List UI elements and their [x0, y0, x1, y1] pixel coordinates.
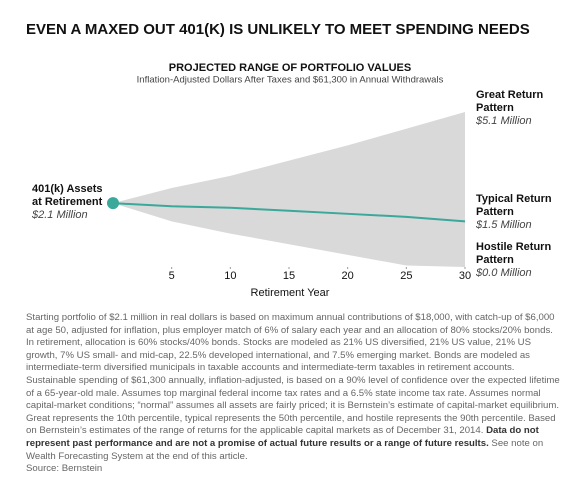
annotation-title: Hostile Return Pattern: [476, 241, 552, 266]
source: Source: Bernstein: [26, 463, 103, 475]
annotation-value: $0.0 Million: [476, 267, 532, 279]
annotation: Hostile Return Pattern $0.0 Million: [476, 241, 576, 280]
annotation-value: $1.5 Million: [476, 219, 532, 232]
annotation-value: $2.1 Million: [32, 209, 88, 221]
x-axis-label: Retirement Year: [251, 287, 330, 299]
start-dot: [107, 197, 119, 210]
footnote-bold: Data do not represent past performance a…: [26, 425, 539, 449]
x-tick-label: 20: [342, 270, 354, 282]
footnote-end: See note on Wealth Forecasting System at…: [26, 437, 544, 462]
subtitle: Inflation-Adjusted Dollars After Taxes a…: [137, 75, 444, 86]
footnote: Starting portfolio of $2.1 million in re…: [26, 312, 562, 476]
annotation-title: Great Return Pattern: [476, 89, 544, 114]
area: [113, 203, 465, 268]
annotation-title: Typical Return Pattern: [476, 193, 552, 219]
annotation: Great Return Pattern $5.1 Million: [476, 89, 576, 128]
x-tick-label: 5: [169, 270, 175, 282]
x-tick-label: 10: [224, 270, 236, 282]
chart-title: PROJECTED RANGE OF PORTFOLIO VALUES: [169, 62, 411, 74]
x-tick-label: 30: [459, 270, 471, 282]
line: [112, 202, 466, 223]
chart: EVEN A MAXED OUT 401(K) IS UNLIKELY TO M…: [26, 21, 530, 299]
annotation-title: 401(k) Assets at Retirement: [32, 183, 103, 208]
annotation: 401(k) Assets at Retirement $2.1 Million: [32, 183, 112, 222]
footnote-text: Starting portfolio of $2.1 million in re…: [26, 312, 560, 437]
annotation: Typical Return Pattern $1.5 Million: [476, 193, 576, 232]
x-tick-label: 25: [400, 270, 412, 282]
title: EVEN A MAXED OUT 401(K) IS UNLIKELY TO M…: [26, 21, 530, 38]
x-tick-label: 15: [283, 270, 295, 282]
annotation-value: $5.1 Million: [476, 115, 532, 127]
